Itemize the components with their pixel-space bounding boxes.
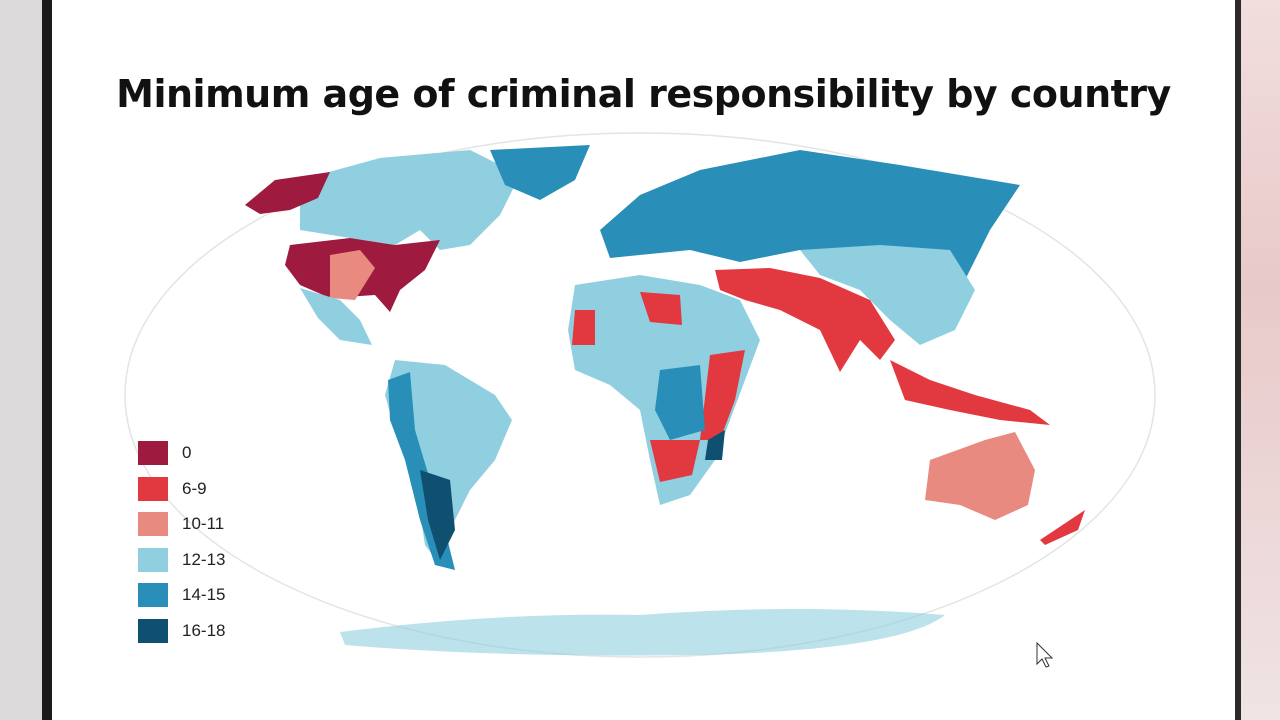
region	[300, 150, 520, 250]
legend-item: 16-18	[138, 618, 226, 643]
legend-item: 0	[138, 441, 191, 465]
region	[330, 250, 375, 300]
legend-label: 16-18	[182, 620, 226, 640]
region	[650, 440, 700, 482]
legend-swatch	[138, 512, 168, 536]
mouse-cursor	[1036, 641, 1054, 668]
legend-swatch	[138, 476, 168, 501]
region	[490, 145, 590, 200]
legend-item: 12-13	[138, 547, 226, 572]
region	[925, 432, 1035, 520]
legend-label: 0	[182, 443, 192, 462]
region	[420, 470, 455, 560]
legend-label: 12-13	[182, 549, 226, 569]
region	[715, 268, 895, 372]
monitor-edge	[42, 0, 52, 720]
legend-label: 6-9	[182, 478, 207, 498]
backdrop-right	[1241, 0, 1280, 720]
legend-swatch	[138, 583, 168, 607]
region	[340, 609, 945, 656]
legend-item: 6-9	[138, 476, 207, 501]
legend-swatch	[138, 618, 168, 643]
legend-item: 14-15	[138, 583, 225, 607]
legend-swatch	[138, 547, 168, 572]
region	[245, 172, 330, 214]
region	[700, 350, 745, 440]
region	[300, 288, 372, 345]
region	[1040, 510, 1085, 545]
legend-label: 14-15	[182, 585, 226, 604]
backdrop-left	[0, 0, 42, 720]
region	[890, 360, 1050, 425]
region	[572, 310, 595, 345]
region	[800, 245, 975, 345]
map-title: Minimum age of criminal responsibility b…	[116, 72, 1171, 116]
region	[705, 430, 725, 460]
legend-label: 10-11	[182, 514, 225, 533]
legend-swatch	[138, 441, 168, 465]
monitor-edge	[1235, 0, 1241, 720]
region	[640, 292, 682, 325]
legend-item: 10-11	[138, 512, 224, 536]
region	[655, 365, 705, 440]
region	[385, 360, 512, 565]
